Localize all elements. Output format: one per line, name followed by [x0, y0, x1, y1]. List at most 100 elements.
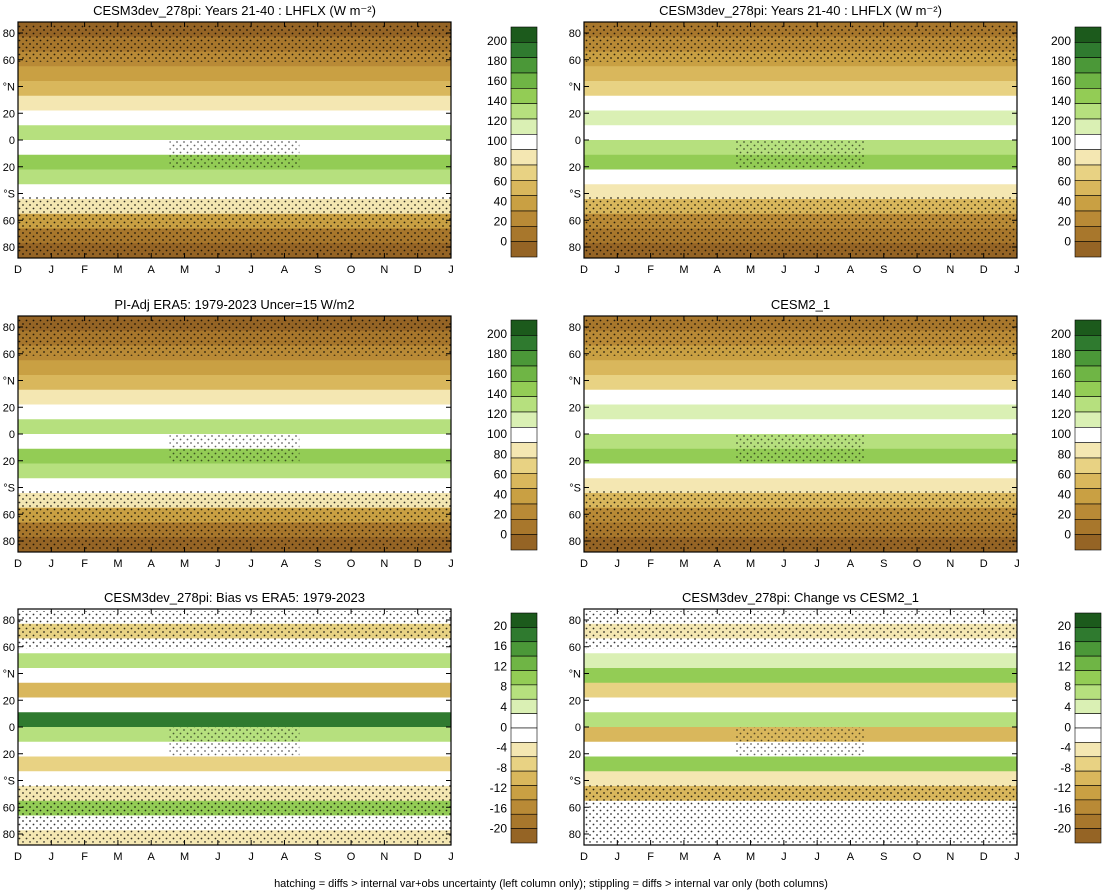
y-tick-label: 80 — [3, 242, 15, 254]
y-tick-label: 80 — [3, 28, 15, 40]
colorbar-label: 60 — [1058, 174, 1072, 188]
colorbar-label: 60 — [494, 174, 508, 188]
x-tick-label: M — [180, 851, 189, 863]
colorbar-swatch — [510, 799, 538, 815]
x-tick-label: J — [448, 264, 454, 276]
heat-band — [584, 110, 1017, 126]
y-tick-label: 80 — [569, 242, 581, 254]
colorbar-label: 120 — [487, 407, 507, 421]
x-tick-label: A — [281, 264, 289, 276]
colorbar-swatch — [1074, 799, 1102, 815]
x-tick-label: A — [847, 264, 855, 276]
colorbar-label: 140 — [487, 94, 507, 108]
y-tick-label: 20 — [3, 108, 15, 120]
heat-band — [584, 697, 1017, 713]
stipple-tropics — [169, 727, 300, 756]
x-tick-label: N — [946, 264, 954, 276]
heat-band — [18, 81, 451, 97]
y-tick-label: 60 — [3, 215, 15, 227]
colorbar-label: 40 — [1058, 487, 1072, 501]
y-tick-label: 80 — [3, 829, 15, 841]
colorbar-swatch — [510, 396, 538, 413]
x-tick-label: O — [913, 558, 922, 570]
x-tick-label: O — [347, 264, 356, 276]
x-tick-label: J — [248, 264, 254, 276]
colorbar-swatch — [510, 503, 538, 520]
colorbar-swatch — [510, 727, 538, 743]
y-tick-label: °S — [569, 776, 581, 788]
colorbar-label: 160 — [1051, 74, 1071, 88]
colorbar-swatch — [510, 655, 538, 671]
x-tick-label: M — [113, 558, 122, 570]
y-tick-label: °N — [569, 669, 581, 681]
y-tick-label: °N — [569, 82, 581, 94]
colorbar-swatch — [510, 42, 538, 58]
stipple-south — [584, 196, 1017, 256]
stipple-south — [18, 783, 451, 843]
colorbar-label: 8 — [500, 680, 507, 694]
stipple-north — [18, 611, 451, 649]
stipple-tropics — [169, 434, 300, 463]
y-tick-label: 60 — [3, 349, 15, 361]
x-tick-label: J — [1014, 851, 1020, 863]
heat-band — [584, 668, 1017, 684]
colorbar-label: 40 — [494, 487, 508, 501]
y-tick-label: 20 — [569, 749, 581, 761]
heat-band — [18, 771, 451, 787]
x-tick-label: S — [880, 558, 887, 570]
y-tick-label: 0 — [575, 722, 581, 734]
colorbar-label: -16 — [490, 801, 508, 815]
x-tick-label: A — [847, 558, 855, 570]
y-tick-label: 80 — [3, 615, 15, 627]
x-tick-label: F — [81, 558, 88, 570]
colorbar-swatch — [1074, 195, 1102, 212]
colorbar-5: 20 16 12 8 4 0 -4 -8 -12 -16 -20 — [490, 612, 538, 844]
panel-4: CESM2_1 D J F M A M J J A S O N D J 80 60 °N 20 0 20 °S 60 80 — [569, 297, 1020, 570]
x-tick-label: S — [314, 264, 321, 276]
colorbar-swatch — [1074, 226, 1102, 242]
x-tick-label: A — [714, 264, 722, 276]
y-tick-label: 60 — [3, 802, 15, 814]
colorbar-label: 200 — [1051, 327, 1071, 341]
x-tick-label: J — [215, 851, 221, 863]
x-tick-label: J — [248, 558, 254, 570]
x-tick-label: O — [913, 851, 922, 863]
y-tick-label: 60 — [569, 215, 581, 227]
x-tick-label: J — [781, 851, 787, 863]
colorbar-swatch — [510, 180, 538, 196]
colorbar-label: 20 — [1058, 508, 1072, 522]
colorbar-swatch — [510, 118, 538, 135]
colorbar-swatch — [1074, 149, 1102, 166]
x-tick-label: O — [913, 264, 922, 276]
colorbar-swatch — [510, 210, 538, 227]
colorbar-label: 100 — [487, 427, 507, 441]
colorbar-swatch — [1074, 134, 1102, 150]
stipple-north — [18, 318, 451, 356]
x-tick-label: M — [746, 558, 755, 570]
y-tick-label: 20 — [569, 456, 581, 468]
colorbar-label: 40 — [1058, 194, 1072, 208]
colorbar-swatch — [1074, 488, 1102, 505]
colorbar-swatch — [510, 365, 538, 382]
panel-title: CESM2_1 — [771, 297, 830, 312]
y-tick-label: °S — [3, 189, 15, 201]
x-tick-label: J — [49, 851, 55, 863]
stipple-south — [18, 196, 451, 256]
x-tick-label: S — [880, 264, 887, 276]
colorbar-label: 12 — [494, 659, 508, 673]
heat-band — [584, 682, 1017, 698]
colorbar-label: 4 — [1064, 700, 1071, 714]
colorbar-swatch — [1074, 655, 1102, 671]
heat-band — [584, 95, 1017, 111]
colorbar-swatch — [1074, 684, 1102, 700]
colorbar-swatch — [1074, 534, 1102, 551]
colorbar-label: 140 — [487, 387, 507, 401]
y-tick-label: 80 — [3, 536, 15, 548]
x-tick-label: J — [448, 558, 454, 570]
y-tick-label: 0 — [575, 135, 581, 147]
colorbar-swatch — [1074, 785, 1102, 801]
heat-band — [18, 169, 451, 185]
colorbar-swatch — [1074, 442, 1102, 459]
